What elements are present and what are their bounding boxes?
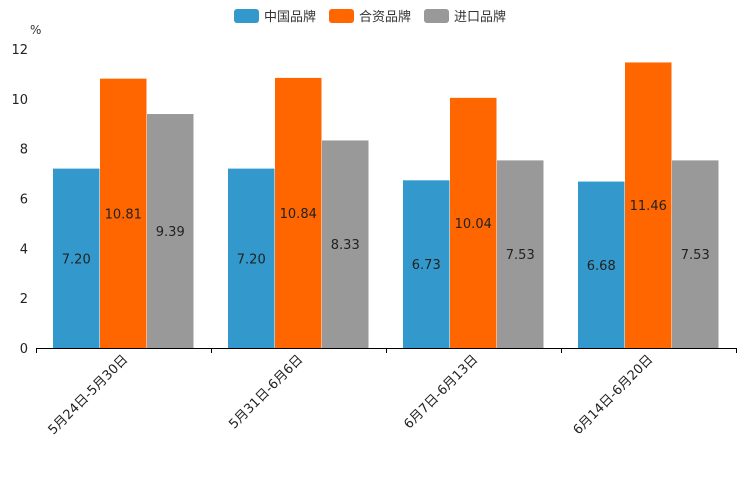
bar-value-label: 6.73 [412, 258, 441, 273]
bar-value-label: 10.81 [105, 207, 142, 222]
x-tick-label-4: 6月14日-6月20日 [571, 352, 657, 438]
bar-2-4[interactable] [625, 62, 672, 349]
bar-1-4[interactable] [578, 181, 625, 348]
legend-label-3[interactable]: 进口品牌 [454, 9, 506, 25]
legend: 中国品牌 合资品牌 进口品牌 [234, 9, 506, 25]
x-axis: 5月24日-5月30日 5月31日-6月6日 6月7日-6月13日 6月14日-6月2… [36, 348, 737, 438]
legend-swatch-3[interactable] [424, 9, 449, 23]
bar-value-label: 10.04 [455, 217, 492, 232]
y-tick-label: 12 [11, 43, 28, 58]
y-tick-label: 6 [20, 193, 28, 208]
y-axis: 0 2 4 6 8 10 12 [11, 43, 28, 357]
bar-value-label: 11.46 [630, 199, 667, 214]
legend-label-2[interactable]: 合资品牌 [359, 9, 411, 25]
y-axis-unit-label: % [30, 23, 41, 37]
y-tick-label: 4 [20, 242, 28, 257]
bar-2-2[interactable] [275, 77, 322, 349]
bar-value-label: 6.68 [587, 259, 616, 274]
bar-value-label: 10.84 [280, 207, 317, 222]
bar-1-1[interactable] [53, 168, 100, 348]
bar-2-1[interactable] [100, 78, 147, 349]
legend-label-1[interactable]: 中国品牌 [264, 9, 316, 25]
y-tick-label: 10 [11, 93, 28, 108]
bar-value-label: 9.39 [156, 225, 185, 240]
bar-3-4[interactable] [672, 160, 719, 348]
y-tick-label: 0 [20, 342, 28, 357]
bar-value-label: 7.53 [506, 248, 535, 263]
bar-2-3[interactable] [450, 97, 497, 348]
bar-3-3[interactable] [497, 160, 544, 348]
bar-3-1[interactable] [147, 114, 194, 348]
bars: 7.20 10.81 9.39 7.20 10.84 8.33 6.73 10.04 7.53 6… [53, 62, 719, 349]
legend-swatch-2[interactable] [329, 9, 354, 23]
bar-1-3[interactable] [403, 180, 450, 348]
legend-swatch-1[interactable] [234, 9, 259, 23]
x-tick-label-3: 6月7日-6月13日 [401, 352, 481, 432]
bar-value-label: 7.53 [681, 248, 710, 263]
y-tick-label: 2 [20, 292, 28, 307]
bar-value-label: 7.20 [237, 252, 266, 267]
y-tick-label: 8 [20, 143, 28, 158]
bar-1-2[interactable] [228, 168, 275, 348]
x-tick-label-2: 5月31日-6月6日 [226, 352, 306, 432]
bar-value-label: 7.20 [62, 252, 91, 267]
bar-value-label: 8.33 [331, 238, 360, 253]
bar-3-2[interactable] [322, 140, 369, 348]
x-tick-label-1: 5月24日-5月30日 [46, 352, 132, 438]
